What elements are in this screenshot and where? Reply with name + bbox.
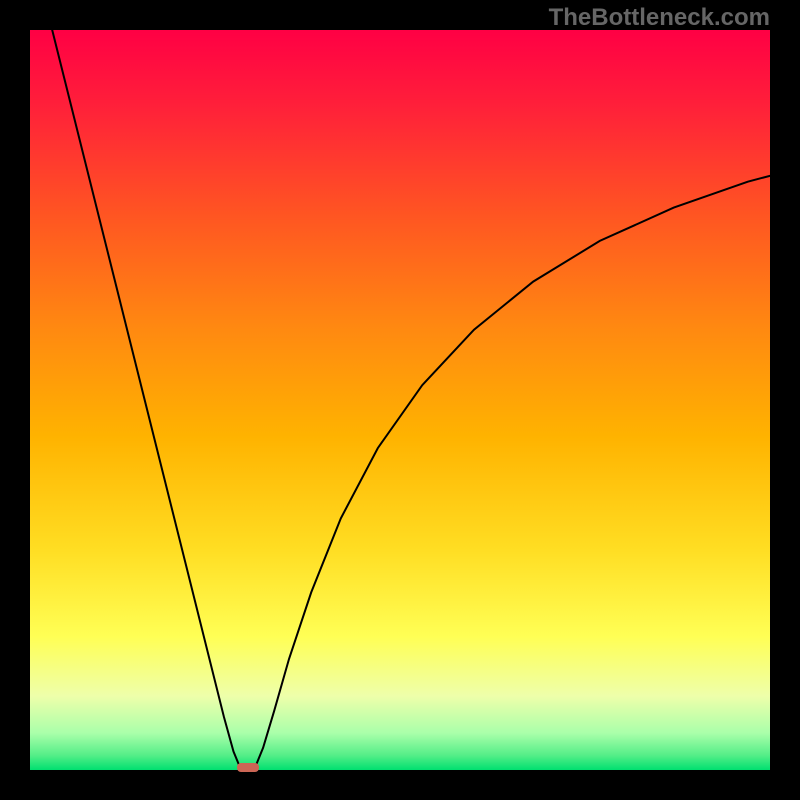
plot-area: [30, 30, 770, 770]
curve-left-branch: [52, 30, 240, 768]
bottleneck-curve: [30, 30, 770, 770]
curve-right-branch: [255, 176, 770, 768]
optimal-marker: [237, 763, 259, 772]
watermark-text: TheBottleneck.com: [549, 4, 770, 32]
